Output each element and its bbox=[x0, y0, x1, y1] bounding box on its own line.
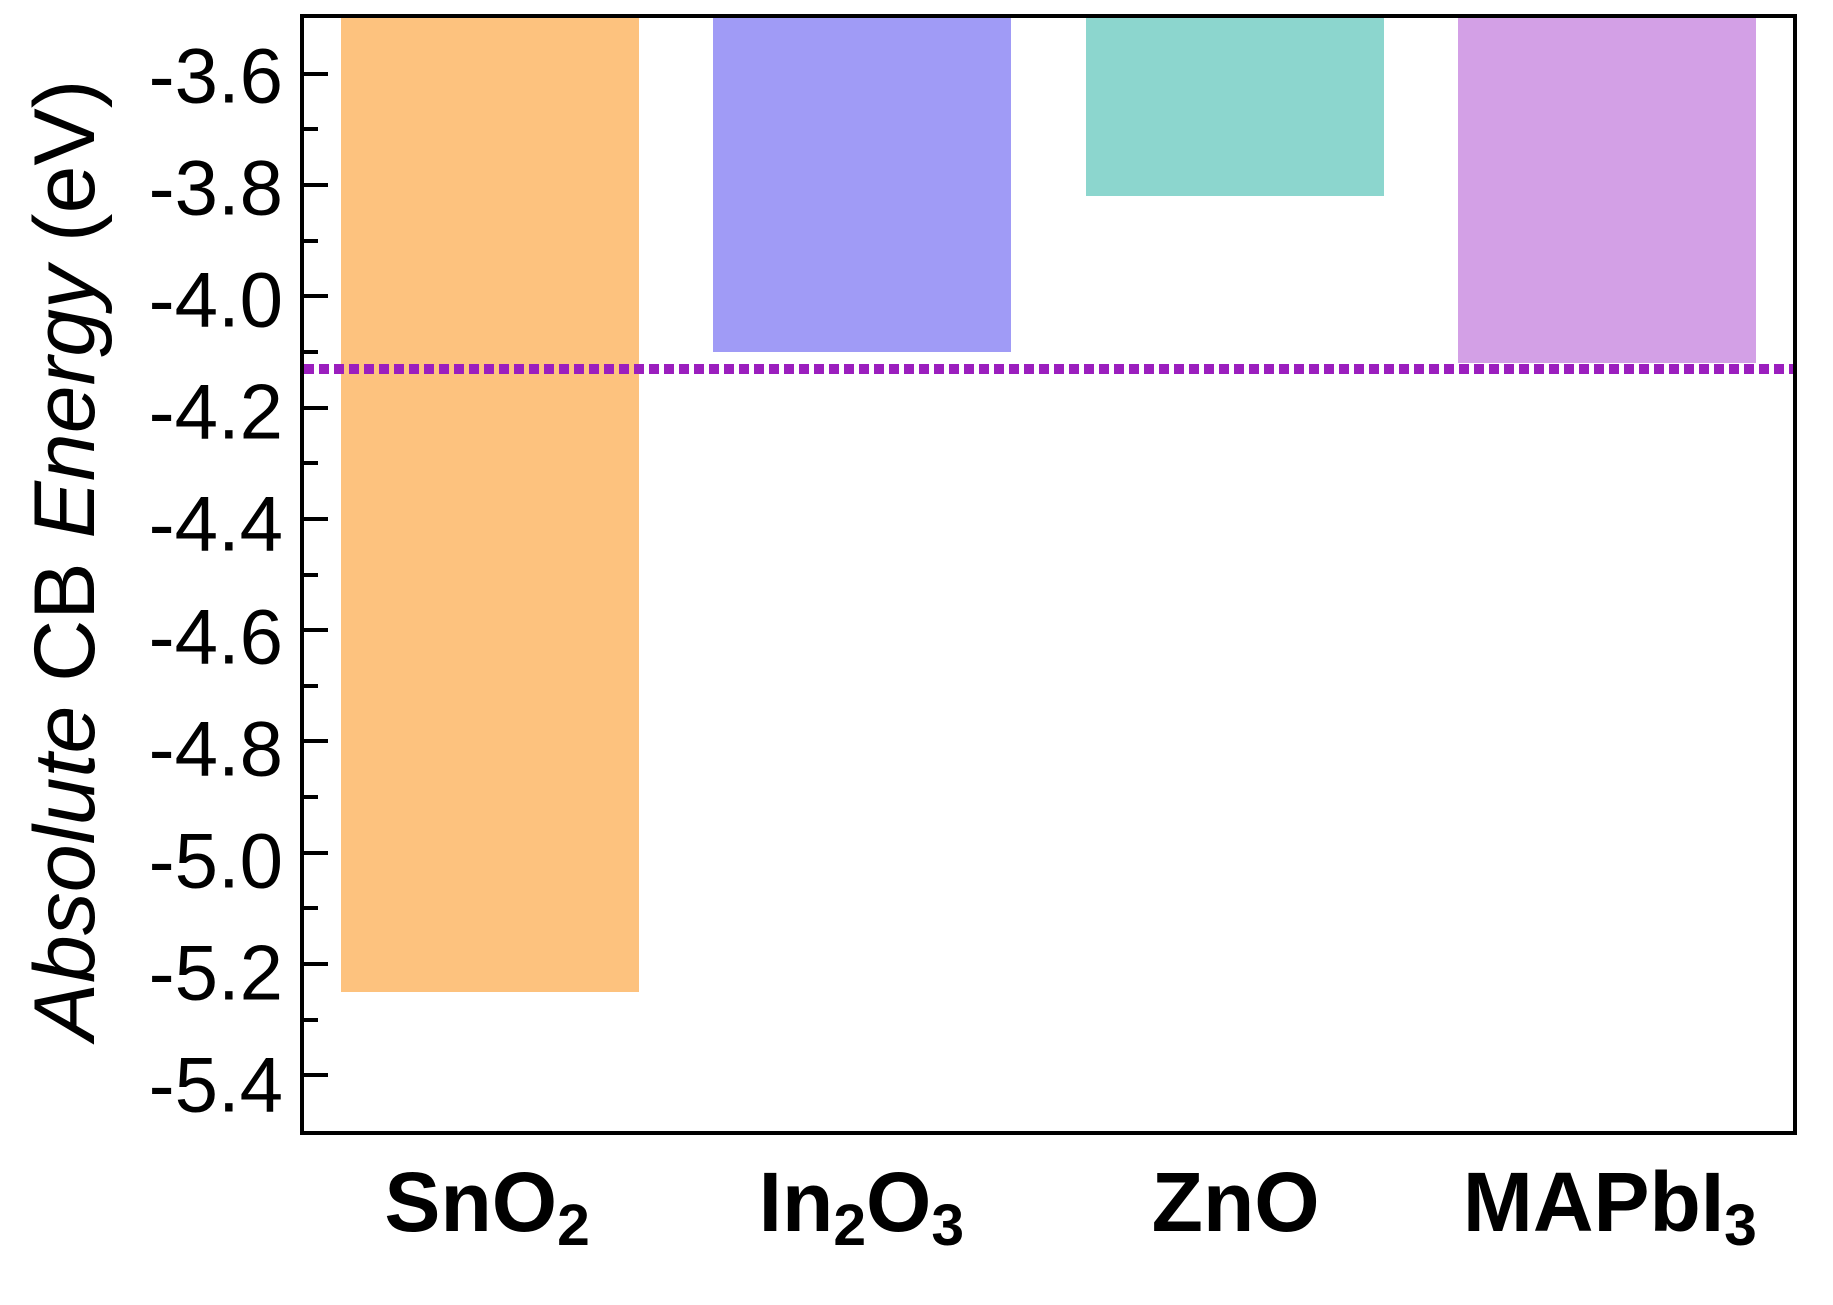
bar-SnO2 bbox=[341, 18, 640, 992]
y-minor-tick bbox=[304, 683, 318, 688]
y-major-tick bbox=[304, 71, 328, 76]
y-minor-tick bbox=[304, 572, 318, 577]
y-minor-tick bbox=[304, 906, 318, 911]
y-tick-label: -4.4 bbox=[148, 479, 283, 568]
label-subscript: 2 bbox=[557, 1193, 590, 1259]
label-subscript: 3 bbox=[931, 1193, 965, 1259]
y-tick-label: -4.2 bbox=[148, 367, 283, 456]
y-minor-tick bbox=[304, 461, 318, 466]
label-subscript: 2 bbox=[833, 1193, 867, 1259]
y-tick-label: -3.6 bbox=[148, 31, 283, 120]
y-major-tick bbox=[304, 1073, 328, 1078]
x-axis-category-labels: SnO2 In2O3 ZnO MAPbI3 bbox=[300, 1156, 1797, 1301]
y-minor-tick bbox=[304, 1017, 318, 1022]
y-major-tick bbox=[304, 962, 328, 967]
x-category-label-ZnO: ZnO bbox=[1152, 1156, 1320, 1248]
y-major-tick bbox=[304, 405, 328, 410]
label-subscript: 3 bbox=[1724, 1193, 1757, 1259]
y-tick-label: -5.2 bbox=[148, 928, 283, 1017]
y-tick-label: -5.0 bbox=[148, 816, 283, 905]
y-major-tick bbox=[304, 516, 328, 521]
label-text: ZnO bbox=[1151, 1155, 1320, 1249]
y-major-tick bbox=[304, 294, 328, 299]
bar-MAPbI3 bbox=[1457, 18, 1756, 364]
plot-area bbox=[300, 14, 1797, 1135]
x-category-label-In2O3: In2O3 bbox=[758, 1155, 964, 1258]
y-tick-label: -3.8 bbox=[148, 143, 283, 232]
x-category-label-SnO2: SnO2 bbox=[384, 1155, 589, 1258]
y-minor-tick bbox=[304, 127, 318, 132]
y-minor-tick bbox=[304, 795, 318, 800]
y-tick-label: -4.0 bbox=[148, 255, 283, 344]
y-major-tick bbox=[304, 628, 328, 633]
label-text: O bbox=[866, 1155, 932, 1249]
label-text: MAPbI bbox=[1462, 1155, 1725, 1249]
y-tick-label: -5.4 bbox=[148, 1040, 283, 1129]
y-minor-tick bbox=[304, 238, 318, 243]
bar-ZnO bbox=[1085, 18, 1384, 197]
x-category-label-MAPbI3: MAPbI3 bbox=[1462, 1155, 1757, 1258]
label-text: In bbox=[758, 1155, 834, 1249]
y-axis-tick-labels: -3.6 -3.8 -4.0 -4.2 -4.4 -4.6 -4.8 -5.0 -5.2 -5.4 bbox=[0, 14, 283, 1135]
y-tick-label: -4.8 bbox=[148, 704, 283, 793]
bar-In2O3 bbox=[713, 18, 1012, 352]
y-major-tick bbox=[304, 850, 328, 855]
label-text: SnO bbox=[384, 1155, 558, 1249]
y-major-tick bbox=[304, 739, 328, 744]
y-minor-tick bbox=[304, 349, 318, 354]
reference-line bbox=[304, 363, 1793, 374]
y-major-tick bbox=[304, 182, 328, 187]
y-tick-label: -4.6 bbox=[148, 592, 283, 681]
